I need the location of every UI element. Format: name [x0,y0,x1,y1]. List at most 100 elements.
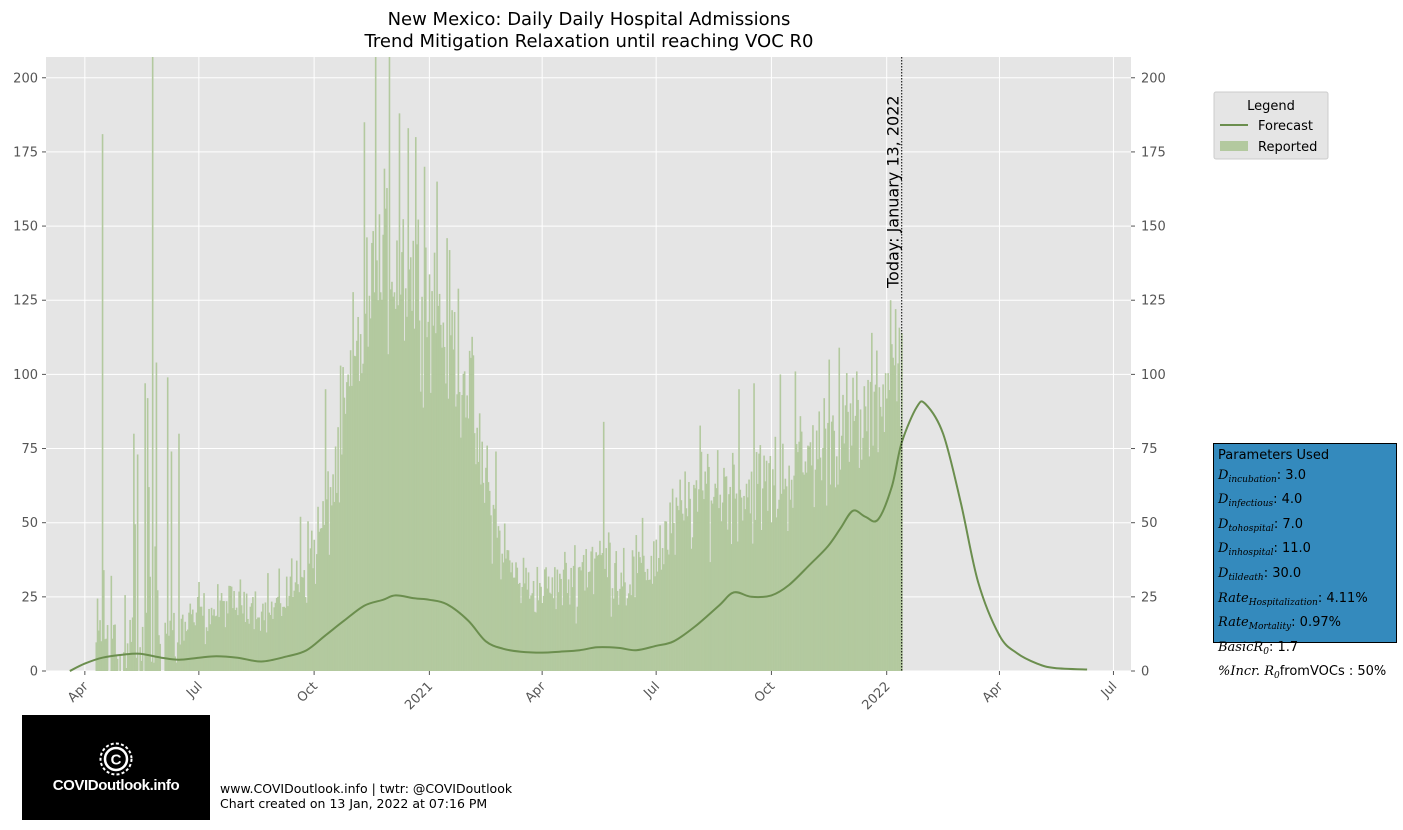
bar [287,606,289,671]
bar [363,122,366,671]
bar [272,618,274,671]
bar [896,401,898,671]
bar [607,532,610,671]
bar [319,528,322,671]
bar [471,336,473,671]
bar [144,383,146,671]
bar [195,612,198,671]
bar [194,625,197,671]
parameter-value: : 7.0 [1273,516,1303,532]
bar [730,544,733,671]
bar [774,436,777,671]
footer-created: Chart created on 13 Jan, 2022 at 07:16 P… [220,796,488,811]
bar [621,586,624,671]
y-tick-label: 200 [13,71,38,86]
bar [300,576,303,671]
bar [739,489,742,671]
bar [258,617,260,671]
bar [832,415,834,671]
bar [659,525,661,671]
bar [525,567,527,671]
bar [624,582,626,671]
bar [773,485,775,671]
bar [610,616,613,671]
bar [198,582,200,671]
bar [691,537,694,671]
bar [430,392,432,671]
bar [443,346,446,671]
bar [333,501,336,671]
bar [830,421,833,671]
bar [829,484,832,671]
svg-text:C: C [111,752,122,769]
bar [669,502,671,671]
bar [513,577,516,671]
bar [547,576,550,671]
bar [288,595,291,671]
parameter-row: Dincubation: 3.0 [1218,466,1396,491]
bar [533,611,536,671]
bar [646,568,649,671]
bar [215,615,218,671]
bar [893,365,896,671]
bar [178,433,180,671]
bar [675,497,678,671]
bar [260,611,263,671]
bar [259,630,262,671]
bar [477,461,480,671]
bar [720,521,723,671]
bar [604,568,606,671]
bar [224,627,227,671]
parameter-value: : 30.0 [1263,565,1302,581]
footer-links: www.COVIDoutlook.info | twtr: @COVIDoutl… [220,781,513,796]
bar [324,389,327,671]
bar [852,377,854,671]
bar [336,492,338,671]
bar [592,594,595,671]
bar [728,494,730,671]
bar [407,128,410,671]
bar [743,495,745,671]
bar [362,363,364,671]
bar [694,488,696,671]
bar [214,616,217,671]
bar [153,662,155,671]
bar [408,269,411,671]
bar [898,327,901,671]
bar [317,506,319,671]
bar [825,505,828,671]
bar [322,501,324,671]
x-tick-label: Apr [522,679,549,706]
bar [501,553,504,671]
bar [874,384,877,671]
bar [312,568,314,671]
bar [227,613,229,671]
bar [695,480,698,671]
bar [234,610,237,671]
y-tick-label-right: 150 [1141,220,1166,235]
bar [468,350,471,671]
bar [849,403,852,671]
bar [678,510,680,671]
bar [817,459,819,671]
parameter-subscript: tohospital [1228,523,1274,534]
bar [145,612,148,671]
bar [574,545,576,671]
bar [787,531,789,671]
parameter-subscript: Hospitalization [1248,597,1318,608]
bar [698,489,700,671]
bar [688,482,690,671]
bar [635,535,638,671]
bar [834,487,837,671]
bar [254,591,257,671]
bar [716,450,719,671]
bar [151,57,154,671]
bar [539,583,541,671]
bar [770,522,773,671]
bar [544,569,546,671]
bar [645,580,648,671]
bar [193,622,195,671]
bar [765,460,768,671]
bar [878,387,881,671]
bar [863,386,866,671]
